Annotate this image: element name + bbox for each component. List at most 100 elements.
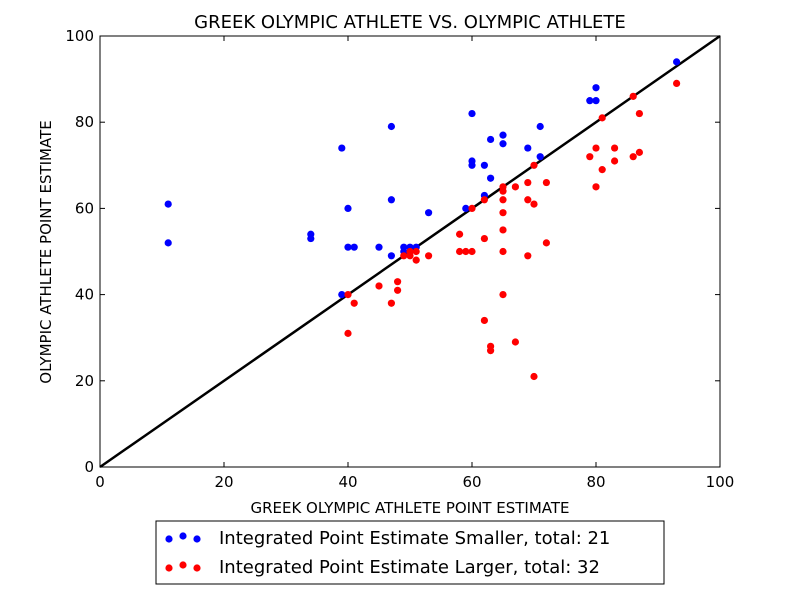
data-point	[598, 114, 606, 122]
legend-marker-dot	[165, 564, 173, 572]
x-axis-label: GREEK OLYMPIC ATHLETE POINT ESTIMATE	[250, 499, 569, 517]
data-point	[400, 252, 408, 260]
data-point	[350, 299, 358, 307]
data-point	[499, 209, 507, 217]
y-tick-label: 0	[84, 458, 94, 476]
x-tick-label: 100	[706, 473, 735, 491]
x-tick-label: 60	[462, 473, 481, 491]
data-point	[586, 153, 594, 161]
data-point	[499, 226, 507, 234]
data-point	[307, 234, 315, 243]
y-tick-label: 100	[65, 27, 94, 45]
data-point	[468, 204, 476, 212]
data-point	[635, 109, 644, 118]
data-point	[524, 178, 532, 187]
y-tick-label: 20	[75, 372, 94, 390]
legend-entry-smaller: Integrated Point Estimate Smaller, total…	[165, 528, 610, 549]
data-point	[524, 144, 532, 152]
data-point	[412, 256, 420, 264]
data-point	[499, 131, 507, 139]
data-point	[387, 122, 395, 131]
data-point	[468, 247, 476, 256]
data-point	[511, 183, 519, 191]
ticks-layer: 0 20 40 60 80 100 0 20 40 60 80 100	[65, 27, 734, 491]
data-point	[338, 144, 346, 152]
y-tick-label: 60	[75, 199, 94, 217]
data-point	[344, 329, 352, 337]
data-point	[611, 144, 619, 152]
data-point	[511, 338, 519, 346]
data-point	[524, 196, 532, 204]
data-point	[499, 291, 507, 299]
data-point	[425, 252, 433, 260]
data-point	[480, 234, 488, 243]
data-point	[406, 252, 414, 260]
data-point	[480, 316, 488, 325]
data-point	[629, 92, 637, 100]
data-point	[164, 200, 172, 208]
points-layer	[164, 58, 681, 381]
legend-label-smaller: Integrated Point Estimate Smaller, total…	[219, 528, 610, 549]
data-point	[592, 84, 600, 92]
data-point	[387, 252, 395, 260]
y-axis-label: OLYMPIC ATHLETE POINT ESTIMATE	[37, 120, 55, 383]
legend-marker-dot	[193, 535, 201, 543]
data-point	[592, 183, 600, 191]
data-point	[468, 161, 476, 169]
series-1	[344, 79, 681, 381]
data-point	[499, 187, 507, 195]
data-point	[635, 148, 644, 156]
data-point	[673, 79, 681, 88]
legend-marker-smaller	[165, 532, 201, 543]
data-point	[611, 157, 619, 165]
data-point	[530, 200, 538, 208]
data-point	[468, 109, 476, 118]
data-point	[592, 97, 600, 105]
data-point	[629, 153, 637, 161]
chart-title: GREEK OLYMPIC ATHLETE VS. OLYMPIC ATHLET…	[194, 12, 626, 33]
data-point	[387, 299, 395, 307]
data-point	[499, 247, 507, 256]
data-point	[344, 291, 352, 299]
data-point	[530, 372, 538, 381]
data-point	[344, 243, 352, 251]
data-point	[456, 247, 464, 256]
data-point	[425, 209, 433, 217]
data-point	[375, 243, 383, 251]
data-point	[542, 178, 551, 187]
legend-marker-dot	[165, 535, 173, 543]
data-point	[536, 153, 544, 161]
plot-area: 0 20 40 60 80 100 0 20 40 60 80 100	[65, 27, 734, 491]
y-tick-label: 80	[75, 113, 94, 131]
legend-marker-larger	[165, 561, 201, 572]
legend-label-larger: Integrated Point Estimate Larger, total:…	[219, 557, 600, 578]
data-point	[164, 239, 172, 247]
data-point	[350, 243, 358, 251]
legend-entry-larger: Integrated Point Estimate Larger, total:…	[165, 557, 600, 578]
data-point	[394, 278, 402, 286]
data-point	[387, 196, 395, 204]
plot-frame	[99, 35, 721, 468]
data-point	[487, 135, 495, 144]
data-point	[542, 239, 551, 247]
data-point	[499, 140, 507, 148]
data-point	[499, 196, 507, 204]
data-point	[462, 204, 470, 212]
data-point	[344, 204, 352, 212]
data-point	[487, 174, 495, 182]
data-point	[394, 286, 402, 294]
data-point	[456, 230, 464, 238]
x-tick-label: 20	[214, 473, 233, 491]
data-point	[487, 347, 495, 355]
x-tick-label: 0	[95, 473, 105, 491]
legend-frame	[155, 520, 665, 585]
legend: Integrated Point Estimate Smaller, total…	[155, 520, 665, 585]
legend-marker-dot	[179, 532, 187, 540]
data-point	[536, 122, 544, 131]
data-point	[592, 144, 600, 152]
y-tick-label: 40	[75, 286, 94, 304]
series-0	[164, 58, 681, 299]
data-point	[462, 247, 470, 256]
